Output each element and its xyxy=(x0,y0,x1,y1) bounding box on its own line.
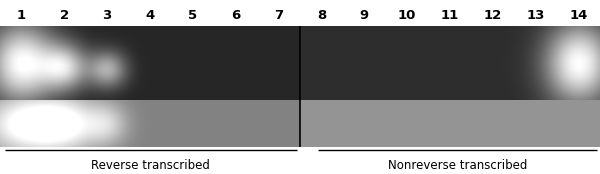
Text: 12: 12 xyxy=(484,9,502,22)
Text: 10: 10 xyxy=(398,9,416,22)
Text: 11: 11 xyxy=(441,9,459,22)
Text: 2: 2 xyxy=(60,9,69,22)
Text: 9: 9 xyxy=(360,9,369,22)
Text: 3: 3 xyxy=(103,9,112,22)
Text: 4: 4 xyxy=(145,9,155,22)
Text: 13: 13 xyxy=(527,9,545,22)
Text: 5: 5 xyxy=(188,9,197,22)
Text: Reverse transcribed: Reverse transcribed xyxy=(91,159,211,172)
Text: 8: 8 xyxy=(317,9,326,22)
Text: 14: 14 xyxy=(569,9,588,22)
Text: 7: 7 xyxy=(274,9,283,22)
Text: 6: 6 xyxy=(231,9,241,22)
Text: 1: 1 xyxy=(17,9,26,22)
Text: Nonreverse transcribed: Nonreverse transcribed xyxy=(388,159,527,172)
